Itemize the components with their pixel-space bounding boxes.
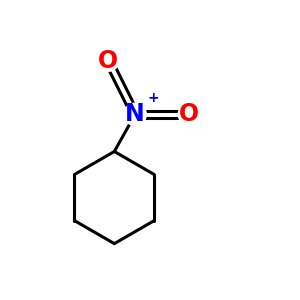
Circle shape [178, 104, 199, 125]
Circle shape [124, 103, 146, 125]
Text: O: O [98, 49, 118, 73]
Text: N: N [125, 102, 145, 126]
Text: O: O [178, 102, 199, 126]
Text: +: + [147, 91, 159, 105]
Circle shape [98, 50, 119, 71]
